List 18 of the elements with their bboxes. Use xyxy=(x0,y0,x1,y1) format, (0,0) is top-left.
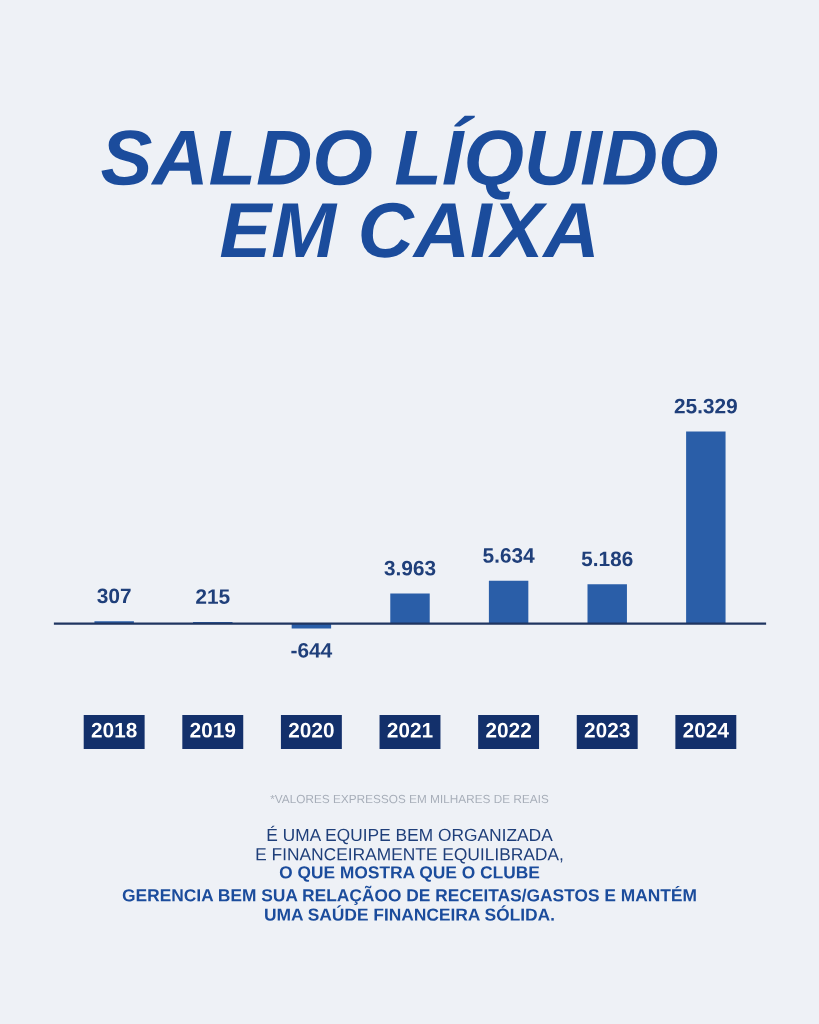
data-label: 5.634 xyxy=(483,548,535,563)
x-tick-label: 2018 xyxy=(91,722,137,738)
x-tick-label: 2022 xyxy=(486,722,531,738)
text: *VALORES EXPRESSOS EM MILHARES DE REAIS xyxy=(270,794,549,804)
data-label: 25.329 xyxy=(674,398,737,414)
text: É UMA EQUIPE BEM ORGANIZADA E FINANCEIRAMENTE EQUILIBRADA, xyxy=(256,825,563,864)
x-tick-label: 2020 xyxy=(288,722,334,738)
x-tick-label: 2024 xyxy=(683,722,729,738)
x-tick-label: 2023 xyxy=(584,722,630,738)
data-label: 215 xyxy=(196,589,230,604)
text: O QUE MOSTRA QUE O CLUBE GERENCIA BEM SUA RELAÇÃOO DE RECEITAS/GASTOS E MANTÉM UMA SAÚDE FINANCEIRA SÓLIDA. xyxy=(122,866,696,921)
data-label: -644 xyxy=(291,642,333,658)
data-label: 3.963 xyxy=(384,560,436,576)
data-label: 307 xyxy=(97,588,131,604)
chart-title: SALDO LÍQUIDO EM CAIXA xyxy=(101,115,718,258)
x-tick-label: 2019 xyxy=(190,722,236,738)
data-label: 5.186 xyxy=(581,551,633,567)
x-tick-label: 2021 xyxy=(387,722,433,738)
